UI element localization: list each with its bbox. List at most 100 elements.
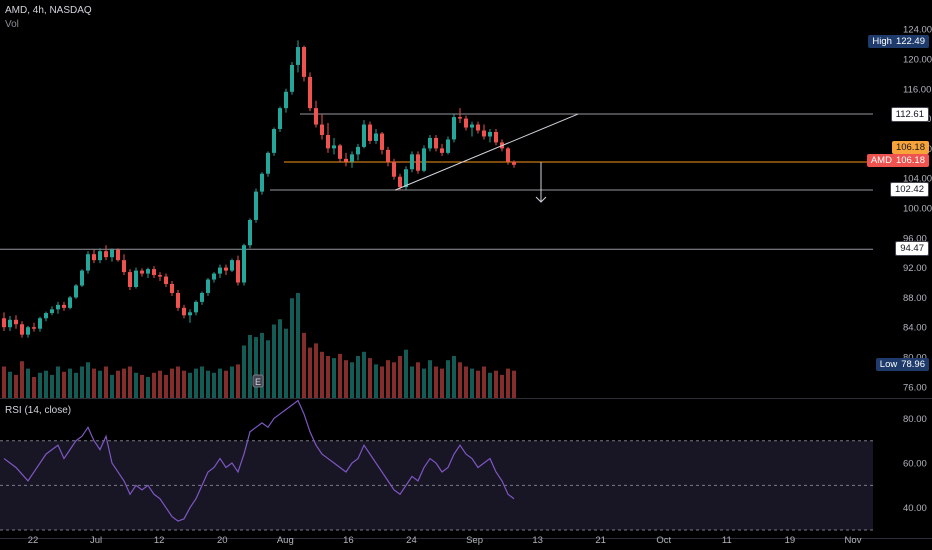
candle-body xyxy=(164,276,168,284)
volume-bar xyxy=(248,335,252,398)
candle-body xyxy=(308,76,312,109)
volume-bar xyxy=(86,362,90,398)
volume-bar xyxy=(56,366,60,398)
time-tick-label: 22 xyxy=(28,535,39,546)
volume-bar xyxy=(302,332,306,398)
candle-body xyxy=(110,249,114,258)
candle xyxy=(44,311,48,322)
candle xyxy=(386,146,390,167)
volume-bar xyxy=(212,372,216,398)
candle-body xyxy=(326,134,330,149)
symbol-price-tag-value: 106.18 xyxy=(895,155,925,166)
candle xyxy=(164,273,168,287)
volume-bar xyxy=(374,364,378,398)
candle xyxy=(26,325,30,338)
candle-body xyxy=(236,260,240,283)
volume-bar xyxy=(230,366,234,398)
candle-body xyxy=(278,108,282,130)
candle-body xyxy=(314,108,318,125)
candle-body xyxy=(122,260,126,273)
candle xyxy=(398,173,402,191)
candle xyxy=(338,143,342,162)
candle xyxy=(218,264,222,279)
volume-bar xyxy=(416,362,420,398)
rsi-tick-label: 40.00 xyxy=(903,503,927,514)
candle xyxy=(284,88,288,113)
candle-body xyxy=(428,137,432,149)
candle-body xyxy=(86,254,90,271)
candle xyxy=(188,309,192,323)
volume-bar xyxy=(128,366,132,398)
volume-bar xyxy=(134,372,138,398)
candle-body xyxy=(512,161,516,165)
candle-body xyxy=(218,267,222,274)
volume-bar xyxy=(506,368,510,398)
candle-body xyxy=(8,319,12,328)
volume-bar xyxy=(398,356,402,398)
candle-body xyxy=(176,292,180,308)
candle xyxy=(56,301,60,314)
price-tick-label: 76.00 xyxy=(903,382,927,393)
candle xyxy=(68,295,72,310)
volume-bar xyxy=(380,366,384,398)
candle-body xyxy=(14,319,18,325)
candle xyxy=(194,300,198,316)
low-tag-label: Low xyxy=(879,359,898,370)
candle xyxy=(476,121,480,134)
candle-body xyxy=(62,304,66,308)
rsi-tick-label: 60.00 xyxy=(903,459,927,470)
candle-body xyxy=(26,327,30,335)
volume-bar xyxy=(284,328,288,398)
candle xyxy=(350,151,354,168)
volume-bars: E xyxy=(2,293,516,398)
price-tick-label: 92.00 xyxy=(903,263,927,274)
candle-body xyxy=(440,148,444,153)
candle xyxy=(224,264,228,276)
volume-bar xyxy=(458,362,462,398)
candle-body xyxy=(182,307,186,316)
candle xyxy=(494,129,498,146)
volume-bar xyxy=(308,347,312,398)
volume-label: Vol xyxy=(5,19,19,30)
support-tag-value: 102.42 xyxy=(894,184,924,195)
price-tick-label: 120.00 xyxy=(903,54,932,65)
volume-bar xyxy=(188,372,192,398)
candle-body xyxy=(224,267,228,271)
candle-body xyxy=(470,124,474,128)
volume-bar xyxy=(236,364,240,398)
price-tick-label: 96.00 xyxy=(903,233,927,244)
volume-bar xyxy=(368,358,372,398)
candle xyxy=(212,272,216,283)
high-tag-label: High xyxy=(872,36,892,47)
candle-body xyxy=(398,176,402,188)
candle xyxy=(302,45,306,82)
candle-body xyxy=(482,130,486,137)
rising-trendline xyxy=(394,113,579,191)
time-tick-label: 24 xyxy=(406,535,417,546)
candle xyxy=(92,249,96,264)
volume-bar xyxy=(332,358,336,398)
candle-body xyxy=(50,309,54,314)
candle-body xyxy=(320,124,324,135)
candle-body xyxy=(332,145,336,149)
volume-bar xyxy=(470,368,474,398)
rsi-line xyxy=(3,399,515,522)
time-tick-label: 11 xyxy=(722,535,732,546)
volume-bar xyxy=(110,374,114,398)
candle xyxy=(374,129,378,144)
candles xyxy=(2,40,516,338)
candle xyxy=(272,127,276,156)
time-tick-label: 19 xyxy=(785,535,796,546)
candle-body xyxy=(284,91,288,109)
candle xyxy=(260,172,264,195)
volume-bar xyxy=(446,360,450,398)
volume-bar xyxy=(314,343,318,398)
candle-body xyxy=(350,154,354,162)
candle-body xyxy=(386,149,390,162)
candle-body xyxy=(404,169,408,188)
candle xyxy=(446,136,450,155)
candle xyxy=(458,108,462,124)
price-tick-label: 84.00 xyxy=(903,323,927,334)
candle xyxy=(128,269,132,290)
